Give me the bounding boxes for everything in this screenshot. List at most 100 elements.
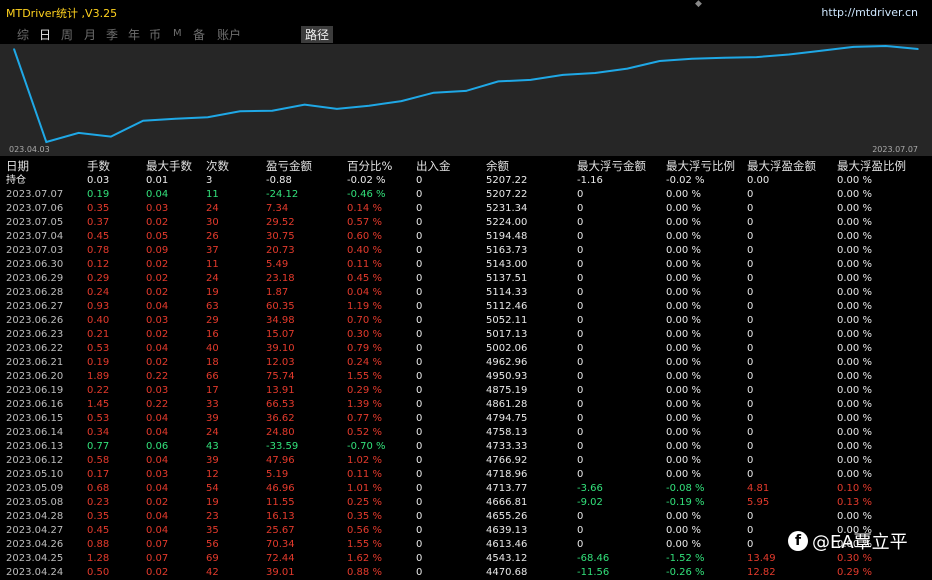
cell-percent: 0.57 % (347, 217, 382, 228)
tab-bar: 综 日 周 月 季 年 币 M 备 账户 路径 (0, 24, 932, 44)
cell-max-lots: 0.04 (146, 483, 169, 494)
cell-balance: 5194.48 (486, 231, 528, 242)
cell-max-float-loss: 0 (577, 469, 584, 480)
balance-point (917, 48, 919, 50)
cell-percent: 0.29 % (347, 385, 382, 396)
cell-pnl: 29.52 (266, 217, 295, 228)
cell-percent: 0.11 % (347, 259, 382, 270)
cell-max-float-profit: 0 (747, 203, 754, 214)
watermark-text: @EA覃立平 (812, 532, 908, 553)
cell-deposit: 0 (416, 315, 423, 326)
cell-max-float-loss: 0 (577, 525, 584, 536)
pin-icon[interactable]: ◆ (695, 0, 702, 9)
cell-max-lots: 0.03 (146, 385, 169, 396)
cell-pnl: -0.88 (266, 175, 292, 186)
tab-day[interactable]: 日 (39, 28, 52, 42)
balance-point (562, 74, 564, 76)
cell-balance: 4766.92 (486, 455, 528, 466)
cell-max-lots: 0.22 (146, 399, 169, 410)
cell-max-lots: 0.07 (146, 553, 169, 564)
cell-max-float-profit-pct: 0.13 % (837, 497, 872, 508)
cell-percent: 1.39 % (347, 399, 382, 410)
cell-max-float-loss-pct: 0.00 % (666, 329, 701, 340)
balance-point (336, 108, 338, 110)
cell-count: 24 (206, 203, 219, 214)
cell-max-lots: 0.09 (146, 245, 169, 256)
cell-max-float-profit-pct: 0.00 % (837, 231, 872, 242)
cell-count: 23 (206, 511, 219, 522)
cell-max-lots: 0.04 (146, 511, 169, 522)
balance-point (820, 49, 822, 52)
cell-lots: 1.89 (87, 371, 110, 382)
cell-max-lots: 0.02 (146, 497, 169, 508)
cell-max-float-loss: -9.02 (577, 497, 603, 508)
app-url-link[interactable]: http://mtdriver.cn (821, 6, 918, 19)
cell-max-float-loss: 0 (577, 357, 584, 368)
watermark: f @EA覃立平 (788, 528, 908, 554)
cell-pnl: 盈亏金额 (266, 159, 312, 173)
cell-count: 40 (206, 343, 219, 354)
cell-max-float-profit-pct: 0.00 % (837, 175, 872, 186)
cell-pnl: 66.53 (266, 399, 295, 410)
cell-deposit: 0 (416, 441, 423, 452)
cell-max-lots: 0.05 (146, 231, 169, 242)
tab-currency[interactable]: 币 (149, 28, 162, 42)
cell-max-float-loss-pct: 0.00 % (666, 413, 701, 424)
balance-point (723, 57, 726, 59)
tab-overview[interactable]: 综 (17, 28, 30, 42)
cell-pnl: 36.62 (266, 413, 295, 424)
balance-point (400, 100, 403, 102)
cell-max-float-loss: 0 (577, 427, 584, 438)
table-row: 2023.06.20 1.89 0.22 66 75.74 1.55 % 0 4950.93 0… (0, 370, 932, 384)
cell-max-float-profit: 0 (747, 259, 754, 270)
cell-max-float-profit: 12.82 (747, 567, 776, 578)
cell-count: 43 (206, 441, 219, 452)
cell-pnl: 12.03 (266, 357, 295, 368)
cell-deposit: 0 (416, 385, 423, 396)
cell-max-float-profit-pct: 0.29 % (837, 567, 872, 578)
cell-count: 24 (206, 427, 219, 438)
cell-deposit: 0 (416, 371, 423, 382)
cell-max-float-profit: 0 (747, 287, 754, 298)
cell-deposit: 0 (416, 245, 423, 256)
cell-balance: 4543.12 (486, 553, 528, 564)
table-row: 2023.06.15 0.53 0.04 39 36.62 0.77 % 0 4794.75 0… (0, 412, 932, 426)
tab-account[interactable]: 账户 (217, 28, 242, 42)
cell-lots: 0.35 (87, 511, 110, 522)
tab-notes[interactable]: 备 (193, 28, 206, 42)
cell-lots: 0.53 (87, 343, 110, 354)
balance-point (658, 60, 661, 62)
tab-week[interactable]: 周 (61, 28, 74, 42)
cell-deposit: 0 (416, 525, 423, 536)
table-row: 2023.07.03 0.78 0.09 37 20.73 0.40 % 0 5163.73 0… (0, 244, 932, 258)
cell-deposit: 0 (416, 427, 423, 438)
tab-quarter[interactable]: 季 (106, 28, 119, 42)
cell-balance: 4950.93 (486, 371, 528, 382)
tab-path[interactable]: 路径 (301, 26, 334, 43)
balance-point (626, 67, 629, 70)
cell-max-float-loss: -3.66 (577, 483, 603, 494)
cell-count: 69 (206, 553, 219, 564)
cell-max-float-profit-pct: 0.00 % (837, 301, 872, 312)
cell-max-lots: 0.03 (146, 315, 169, 326)
cell-max-float-profit-pct: 0.00 % (837, 287, 872, 298)
cell-max-float-loss: 0 (577, 413, 584, 424)
table-row: 2023.06.21 0.19 0.02 18 12.03 0.24 % 0 4962.96 0… (0, 356, 932, 370)
cell-max-float-loss-pct: -0.02 % (666, 175, 705, 186)
tab-m[interactable]: M (173, 28, 182, 39)
tab-year[interactable]: 年 (128, 28, 141, 42)
cell-max-float-profit-pct: 0.00 % (837, 427, 872, 438)
cell-date: 2023.06.12 (6, 455, 64, 466)
cell-lots: 0.88 (87, 539, 110, 550)
cell-deposit: 0 (416, 231, 423, 242)
cell-balance: 5052.11 (486, 315, 528, 326)
cell-max-float-profit-pct: 0.10 % (837, 483, 872, 494)
cell-pnl: 23.18 (266, 273, 295, 284)
cell-percent: 1.01 % (347, 483, 382, 494)
cell-date: 2023.06.20 (6, 371, 64, 382)
cell-pnl: 39.01 (266, 567, 295, 578)
tab-month[interactable]: 月 (84, 28, 97, 42)
cell-percent: 0.40 % (347, 245, 382, 256)
table-row: 2023.07.05 0.37 0.02 30 29.52 0.57 % 0 5224.00 0… (0, 216, 932, 230)
cell-max-float-loss-pct: 0.00 % (666, 343, 701, 354)
